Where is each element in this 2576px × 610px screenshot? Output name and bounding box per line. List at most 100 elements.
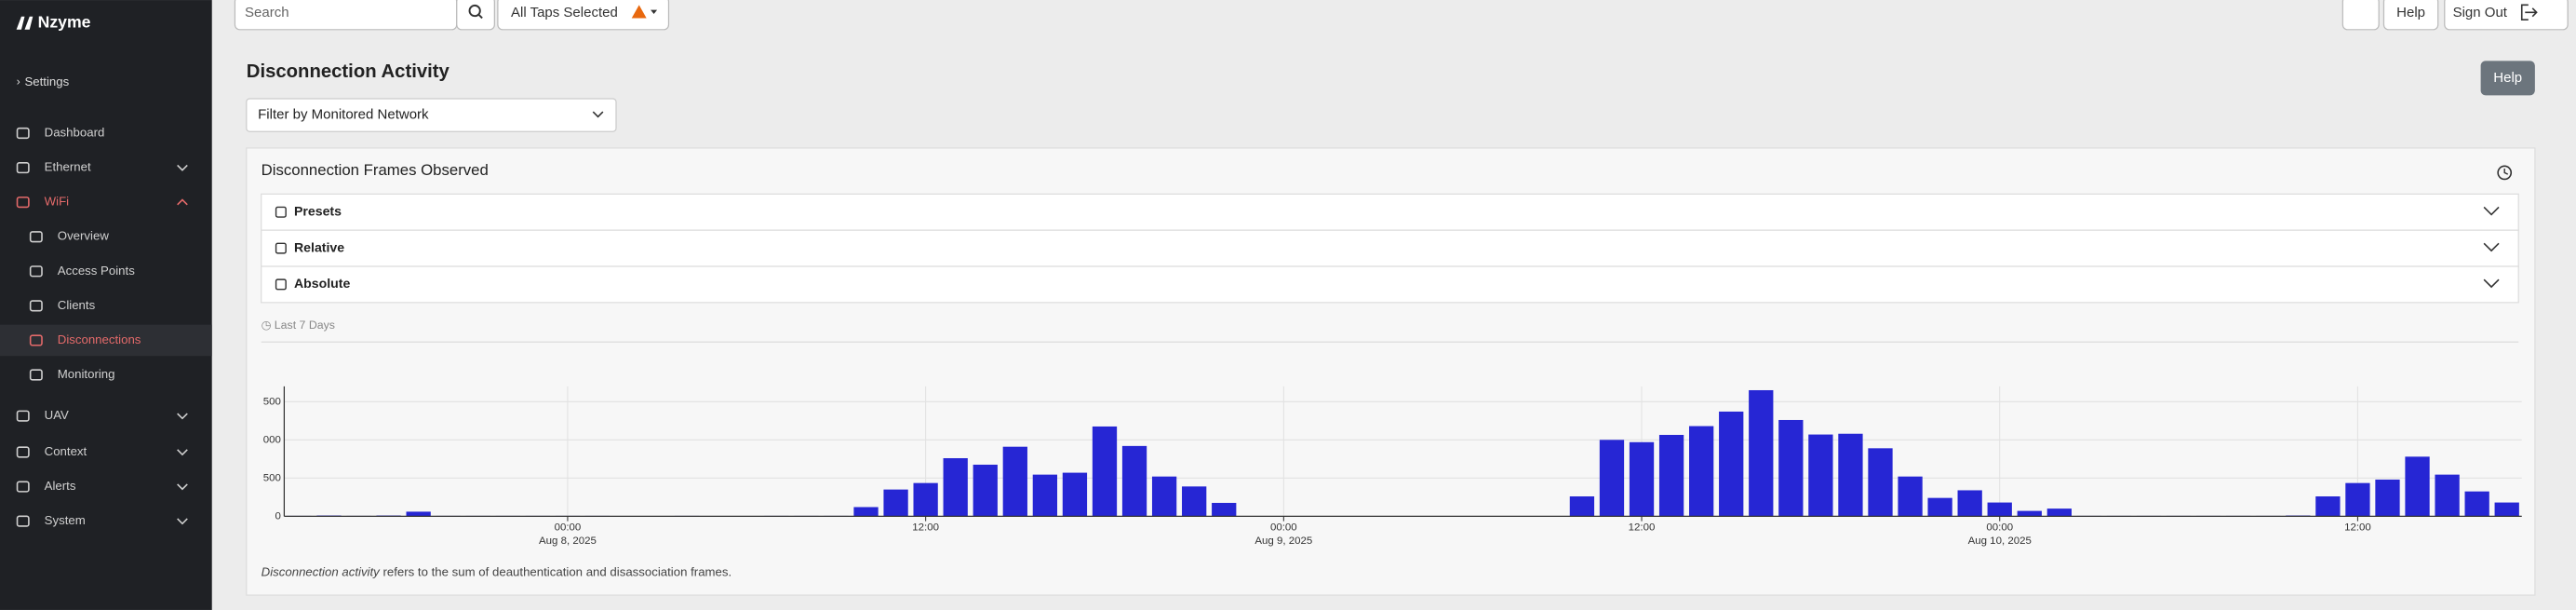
bar	[1092, 426, 1118, 517]
bar	[406, 511, 431, 517]
sign-out-button[interactable]	[2444, 0, 2569, 31]
bar	[1569, 496, 1595, 517]
bar	[943, 457, 968, 517]
page-title: Disconnection Activity	[247, 61, 450, 82]
nav-item[interactable]: Alerts	[45, 479, 76, 493]
help-button[interactable]	[2382, 0, 2439, 31]
nav-item[interactable]: Dashboard	[45, 126, 105, 140]
nav: Dashboard Ethernet WiFi Overview Access Poin…	[0, 126, 212, 527]
bar	[1062, 472, 1088, 517]
bar	[1599, 440, 1625, 517]
caret	[651, 9, 658, 15]
bar	[1778, 419, 1804, 517]
x-tick-label: 00:00	[1270, 522, 1297, 534]
nav-item[interactable]: Ethernet	[45, 160, 91, 174]
card-title: Disconnection Frames Observed	[262, 161, 489, 179]
bar	[1838, 433, 1863, 517]
search-placeholder: Search	[245, 5, 289, 20]
nav-item[interactable]: UAV	[45, 408, 69, 422]
page-help-label: Help	[2493, 70, 2522, 86]
accordion-row[interactable]	[261, 193, 2519, 231]
logo-icon	[16, 16, 34, 30]
x-tick-label: 12:00	[2344, 522, 2371, 534]
help-label: Help	[2396, 5, 2425, 20]
bar	[2046, 508, 2072, 517]
search-icon	[468, 4, 481, 18]
sign-out-label: Sign Out	[2453, 5, 2508, 20]
x-tick-label: Aug 8, 2025	[539, 535, 597, 547]
accordion-icon	[275, 206, 287, 218]
bar	[883, 489, 908, 517]
nav-item[interactable]: Clients	[58, 298, 96, 312]
bar	[973, 464, 998, 517]
bar	[1808, 434, 1833, 517]
footnote-term: Disconnection activity	[262, 564, 381, 578]
nav-icon	[16, 515, 30, 527]
x-tick-label: 00:00	[1986, 522, 2013, 534]
bar	[2494, 502, 2519, 517]
accordion-chevron	[2483, 242, 2500, 252]
nav-item[interactable]: Disconnections	[58, 332, 141, 346]
bar	[1749, 389, 1774, 517]
nav-chevron	[177, 413, 188, 420]
bar	[1629, 441, 1655, 517]
bar	[1658, 434, 1684, 517]
theme-button[interactable]	[2341, 0, 2380, 31]
x-tick-label: 12:00	[912, 522, 939, 534]
bar	[913, 482, 938, 517]
bar	[1719, 411, 1744, 517]
accordion-row[interactable]	[261, 265, 2519, 304]
y-tick-label: 0	[275, 510, 280, 522]
bar	[1032, 474, 1058, 517]
nav-item[interactable]: Access Points	[58, 264, 135, 278]
accordion-label: Absolute	[294, 276, 351, 291]
nav-chevron	[177, 198, 188, 206]
bar	[1987, 502, 2012, 517]
nav-item[interactable]: System	[45, 513, 86, 527]
nav-icon	[16, 446, 30, 458]
nav-icon	[29, 334, 43, 346]
bar	[1212, 502, 1237, 517]
nav-icon	[16, 197, 30, 209]
bar	[1868, 448, 1893, 517]
y-tick-label: 500	[263, 472, 281, 483]
bar	[1182, 486, 1207, 517]
nav-item[interactable]: WiFi	[45, 195, 69, 209]
nav-chevron	[177, 483, 188, 491]
bar	[1002, 446, 1027, 517]
settings-link[interactable]: Settings	[24, 75, 69, 88]
nav-item[interactable]: Overview	[58, 229, 110, 243]
y-tick-label: 500	[263, 396, 281, 407]
nav-item[interactable]: Context	[45, 444, 87, 458]
bar	[1957, 490, 1982, 517]
nav-icon	[16, 481, 30, 493]
page-help-button[interactable]	[2480, 61, 2535, 96]
bar	[1151, 476, 1177, 517]
search-button[interactable]	[456, 0, 495, 31]
clock-icon	[2497, 165, 2513, 181]
bar	[2315, 496, 2341, 517]
nav-icon	[29, 300, 43, 312]
nav-icon	[16, 127, 30, 140]
nav-chevron	[177, 518, 188, 525]
nav-item[interactable]: Monitoring	[58, 367, 115, 381]
nav-chevron	[177, 164, 188, 171]
nav-active-bg	[0, 324, 212, 357]
taps-dropdown[interactable]	[497, 0, 670, 31]
network-filter-label: Filter by Monitored Network	[258, 107, 429, 123]
nav-icon	[29, 369, 43, 381]
accordion-row[interactable]	[261, 229, 2519, 267]
accordion-label: Presets	[294, 203, 342, 218]
x-tick-label: 12:00	[1629, 522, 1656, 534]
nav-chevron	[177, 449, 188, 456]
taps-label: All Taps Selected	[511, 5, 618, 20]
network-filter[interactable]	[246, 98, 617, 132]
sidebar	[0, 0, 212, 610]
footnote: Disconnection activity refers to the sum…	[262, 564, 732, 578]
accordion: Presets Relative Absolute	[261, 193, 2519, 304]
search-icon	[477, 13, 483, 20]
nav-icon	[16, 410, 30, 422]
